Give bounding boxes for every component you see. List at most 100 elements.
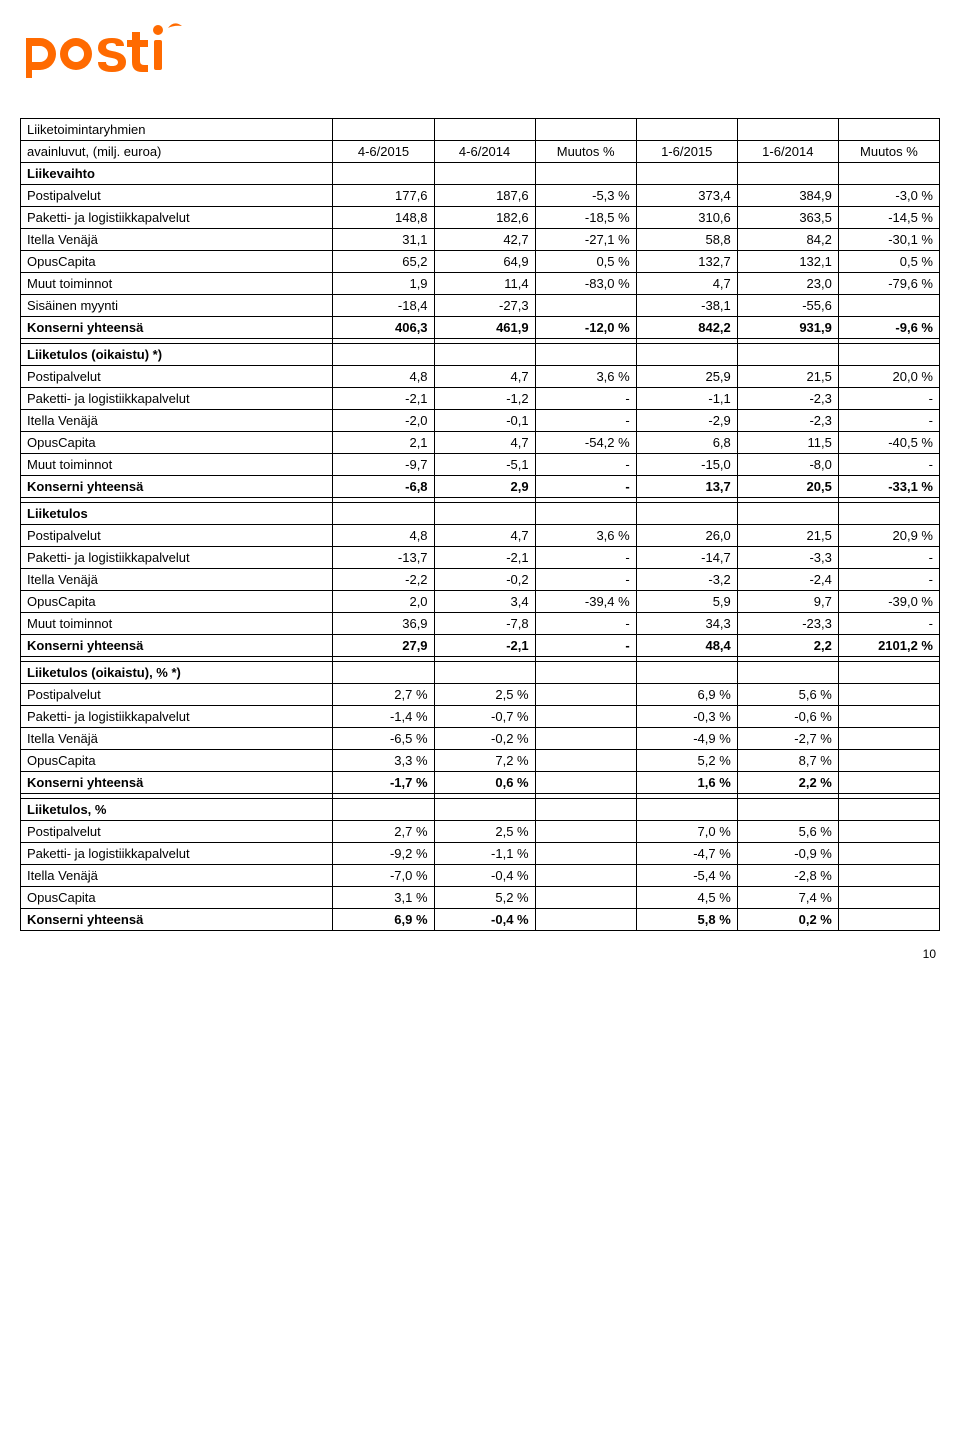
cell-value: -2,7 % <box>737 728 838 750</box>
cell-value: -3,0 % <box>838 185 939 207</box>
cell-value: -38,1 <box>636 295 737 317</box>
cell-value: 23,0 <box>737 273 838 295</box>
cell-value: -79,6 % <box>838 273 939 295</box>
cell-value <box>838 909 939 931</box>
table-row: Paketti- ja logistiikkapalvelut-9,2 %-1,… <box>21 843 940 865</box>
cell-value: 3,3 % <box>333 750 434 772</box>
table-header-row: Liiketoimintaryhmien <box>21 119 940 141</box>
cell-value: -3,2 <box>636 569 737 591</box>
cell-value: 3,4 <box>434 591 535 613</box>
cell-value: 384,9 <box>737 185 838 207</box>
cell-value: 11,5 <box>737 432 838 454</box>
cell-value: 0,5 % <box>838 251 939 273</box>
cell-value: -8,0 <box>737 454 838 476</box>
cell-value: -14,5 % <box>838 207 939 229</box>
cell-value: 363,5 <box>737 207 838 229</box>
cell-value: - <box>535 569 636 591</box>
cell-value: -40,5 % <box>838 432 939 454</box>
cell-value: 6,9 % <box>333 909 434 931</box>
table-row: OpusCapita2,03,4-39,4 %5,99,7-39,0 % <box>21 591 940 613</box>
cell-value: 58,8 <box>636 229 737 251</box>
column-header: 4-6/2015 <box>333 141 434 163</box>
cell-value: -18,4 <box>333 295 434 317</box>
table-row: Konserni yhteensä27,9-2,1-48,42,22101,2 … <box>21 635 940 657</box>
table-row: Sisäinen myynti-18,4-27,3-38,1-55,6 <box>21 295 940 317</box>
row-label: OpusCapita <box>21 887 333 909</box>
table-row: OpusCapita2,14,7-54,2 %6,811,5-40,5 % <box>21 432 940 454</box>
cell-value: 2,2 <box>737 635 838 657</box>
cell-value: 48,4 <box>636 635 737 657</box>
cell-value <box>838 865 939 887</box>
header-label-1: Liiketoimintaryhmien <box>21 119 333 141</box>
cell-value: 13,7 <box>636 476 737 498</box>
cell-value: 7,4 % <box>737 887 838 909</box>
cell-value: 3,6 % <box>535 525 636 547</box>
cell-value <box>535 728 636 750</box>
cell-value: 5,6 % <box>737 821 838 843</box>
row-label: Konserni yhteensä <box>21 909 333 931</box>
cell-value: 0,2 % <box>737 909 838 931</box>
row-label: Postipalvelut <box>21 821 333 843</box>
cell-value: 931,9 <box>737 317 838 339</box>
cell-value: 20,5 <box>737 476 838 498</box>
cell-value: -39,4 % <box>535 591 636 613</box>
cell-value: 0,6 % <box>434 772 535 794</box>
cell-value: 842,2 <box>636 317 737 339</box>
cell-value <box>535 295 636 317</box>
cell-value: 2,9 <box>434 476 535 498</box>
table-row: OpusCapita65,264,90,5 %132,7132,10,5 % <box>21 251 940 273</box>
cell-value: 2,5 % <box>434 821 535 843</box>
cell-value: 6,9 % <box>636 684 737 706</box>
cell-value: -23,3 <box>737 613 838 635</box>
table-row: Itella Venäjä-2,2-0,2--3,2-2,4- <box>21 569 940 591</box>
cell-value <box>535 706 636 728</box>
cell-value: 36,9 <box>333 613 434 635</box>
cell-value: 148,8 <box>333 207 434 229</box>
table-row: Paketti- ja logistiikkapalvelut-2,1-1,2-… <box>21 388 940 410</box>
cell-value: 34,3 <box>636 613 737 635</box>
cell-value: 0,5 % <box>535 251 636 273</box>
cell-value: 27,9 <box>333 635 434 657</box>
cell-value: -9,2 % <box>333 843 434 865</box>
cell-value: -0,2 % <box>434 728 535 750</box>
row-label: Muut toiminnot <box>21 613 333 635</box>
cell-value <box>838 684 939 706</box>
table-row: Postipalvelut2,7 %2,5 %7,0 %5,6 % <box>21 821 940 843</box>
column-header: Muutos % <box>535 141 636 163</box>
cell-value <box>535 865 636 887</box>
cell-value: 31,1 <box>333 229 434 251</box>
cell-value <box>535 887 636 909</box>
cell-value: 1,6 % <box>636 772 737 794</box>
cell-value: 2,2 % <box>737 772 838 794</box>
section-title: Liikevaihto <box>21 163 333 185</box>
cell-value <box>535 684 636 706</box>
cell-value: 373,4 <box>636 185 737 207</box>
cell-value: -3,3 <box>737 547 838 569</box>
row-label: Konserni yhteensä <box>21 317 333 339</box>
cell-value: 5,2 % <box>636 750 737 772</box>
cell-value: -39,0 % <box>838 591 939 613</box>
cell-value <box>535 909 636 931</box>
cell-value: - <box>535 635 636 657</box>
table-section-header: Liiketulos <box>21 503 940 525</box>
cell-value: 406,3 <box>333 317 434 339</box>
cell-value: -0,4 % <box>434 865 535 887</box>
row-label: Postipalvelut <box>21 684 333 706</box>
section-title: Liiketulos (oikaistu), % *) <box>21 662 333 684</box>
table-row: Postipalvelut4,84,73,6 %26,021,520,9 % <box>21 525 940 547</box>
cell-value: -2,8 % <box>737 865 838 887</box>
cell-value: -5,4 % <box>636 865 737 887</box>
table-header-row: avainluvut, (milj. euroa)4-6/20154-6/201… <box>21 141 940 163</box>
row-label: Itella Venäjä <box>21 865 333 887</box>
cell-value <box>838 843 939 865</box>
cell-value: 4,5 % <box>636 887 737 909</box>
cell-value: - <box>838 388 939 410</box>
cell-value: -30,1 % <box>838 229 939 251</box>
row-label: Postipalvelut <box>21 366 333 388</box>
cell-value <box>535 843 636 865</box>
table-section-header: Liiketulos (oikaistu), % *) <box>21 662 940 684</box>
table-row: Itella Venäjä-7,0 %-0,4 %-5,4 %-2,8 % <box>21 865 940 887</box>
row-label: Konserni yhteensä <box>21 772 333 794</box>
table-row: Konserni yhteensä-1,7 %0,6 %1,6 %2,2 % <box>21 772 940 794</box>
table-row: Konserni yhteensä-6,82,9-13,720,5-33,1 % <box>21 476 940 498</box>
